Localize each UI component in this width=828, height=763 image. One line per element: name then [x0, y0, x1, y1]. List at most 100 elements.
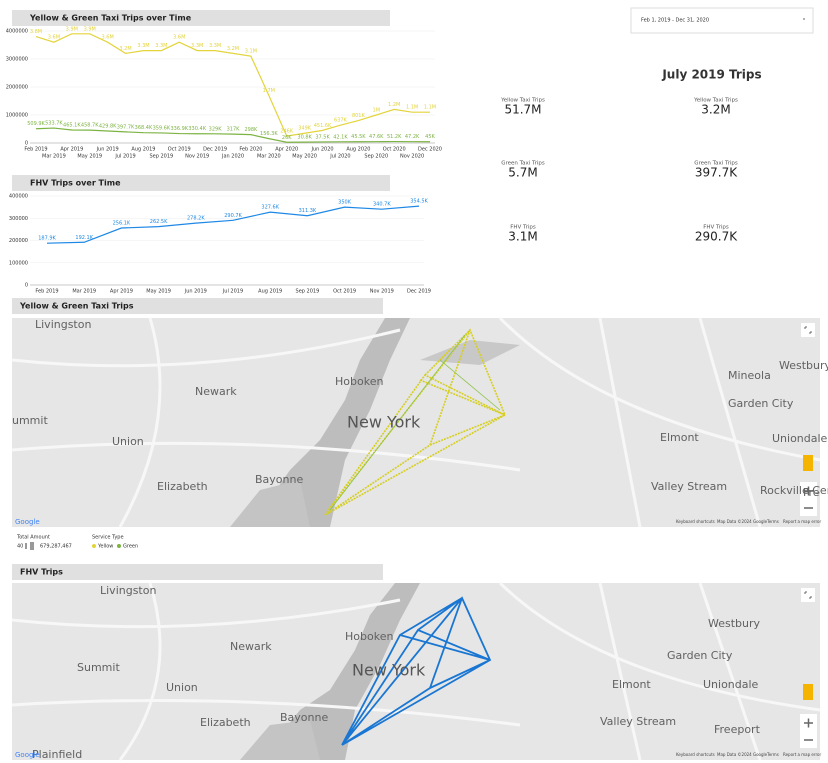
data-label: 3.3M	[209, 43, 221, 49]
x-tick-label: Nov 2019	[370, 289, 394, 295]
map-title: Yellow & Green Taxi Trips	[19, 302, 134, 311]
x-tick-label: Jun 2020	[310, 147, 333, 153]
fullscreen-button[interactable]	[801, 588, 815, 602]
scorecard-label: Green Taxi Trips	[694, 161, 738, 167]
chart-header	[12, 10, 390, 26]
data-label: 509.9K	[27, 121, 45, 127]
x-tick-label: Nov 2019	[185, 154, 209, 160]
x-tick-label: Dec 2020	[418, 147, 442, 153]
data-label: 1M	[373, 108, 381, 114]
data-label: 311.3K	[299, 208, 317, 214]
map-footer-link: Map Data ©2024 Google	[717, 519, 768, 524]
x-tick-label: Feb 2019	[35, 289, 58, 295]
data-label: 45.5K	[351, 134, 366, 140]
data-label: 429.8K	[99, 123, 117, 129]
data-label: 359.6K	[153, 125, 171, 131]
scorecard-label: FHV Trips	[703, 225, 729, 231]
x-tick-label: Oct 2020	[383, 147, 406, 153]
scorecard-label: Yellow Taxi Trips	[500, 98, 545, 104]
data-label: 45K	[425, 134, 435, 140]
map-footer-link: Map Data ©2024 Google	[717, 752, 768, 757]
x-tick-label: Jul 2020	[329, 154, 350, 160]
place-label: Westbury	[708, 617, 761, 630]
scorecard-value: 3.1M	[508, 230, 537, 244]
data-label: 1.7M	[263, 88, 275, 94]
legend-min: 40	[17, 544, 23, 550]
data-label: 458.7K	[81, 123, 99, 129]
x-tick-label: Jul 2019	[114, 154, 135, 160]
x-tick-label: Mar 2019	[72, 289, 96, 295]
data-label: 37.5K	[315, 134, 330, 140]
data-label: 42.1K	[333, 134, 348, 140]
data-label: 1.2M	[388, 102, 400, 108]
scorecard-value: 51.7M	[504, 103, 541, 117]
scorecard-value: 3.2M	[701, 103, 730, 117]
place-label: Livingston	[100, 584, 156, 597]
chart-title: FHV Trips over Time	[30, 179, 121, 188]
x-tick-label: Jun 2019	[96, 147, 119, 153]
data-label: 350K	[338, 200, 352, 206]
date-range[interactable]: Feb 1, 2019 - Dec 31, 2020	[641, 18, 709, 24]
series-line	[35, 33, 430, 137]
data-label: 278.2K	[187, 216, 205, 222]
fhv-routes	[341, 596, 492, 746]
scorecards-title: July 2019 Trips	[661, 68, 761, 82]
map-footer-link: Terms	[766, 752, 779, 757]
fullscreen-button[interactable]	[801, 323, 815, 337]
data-label: 256.1K	[113, 221, 131, 227]
y-tick-label: 300000	[9, 216, 28, 222]
place-label: Union	[112, 435, 144, 448]
data-label: 30.8K	[297, 135, 312, 141]
place-label: Bayonne	[280, 711, 328, 724]
x-tick-label: Dec 2019	[203, 147, 227, 153]
x-tick-label: Apr 2020	[275, 147, 298, 153]
pegman[interactable]	[803, 684, 813, 700]
legend-title: Total Amount	[16, 535, 50, 541]
x-tick-label: Mar 2019	[42, 154, 66, 160]
data-label: 340.7K	[373, 202, 391, 208]
data-label: 3.8M	[30, 29, 42, 35]
y-tick-label: 0	[25, 141, 28, 147]
x-tick-label: Mar 2020	[257, 154, 281, 160]
legend-item: Yellow	[97, 544, 113, 550]
pegman[interactable]	[803, 455, 813, 471]
place-label: New York	[352, 661, 426, 680]
data-label: 3.6M	[48, 35, 60, 41]
data-label: 246K	[280, 129, 294, 135]
place-label: Uniondale	[772, 432, 828, 445]
place-label: Uniondale	[703, 678, 759, 691]
yellow-routes	[324, 328, 507, 516]
data-label: 330.4K	[188, 126, 206, 132]
data-label: 3.1M	[245, 49, 257, 55]
y-tick-label: 3000000	[6, 57, 28, 63]
date-range-box[interactable]	[630, 7, 814, 34]
scorecard-label: Yellow Taxi Trips	[693, 98, 738, 104]
data-label: 187.9K	[38, 236, 56, 242]
data-label: 349K	[298, 126, 312, 132]
data-label: 368.4K	[135, 125, 153, 131]
scorecard-value: 397.7K	[695, 166, 738, 180]
map[interactable]	[11, 581, 821, 761]
legend-size-mark	[30, 542, 34, 550]
map[interactable]	[11, 316, 821, 528]
map-logo: Google	[15, 751, 40, 759]
x-tick-label: Sep 2020	[364, 154, 388, 160]
y-tick-label: 2000000	[6, 85, 28, 91]
data-label: 1.1M	[406, 105, 418, 111]
fullscreen-icon	[804, 326, 812, 334]
x-tick-label: Nov 2020	[400, 154, 424, 160]
x-tick-label: Jan 2020	[221, 154, 244, 160]
map-title: FHV Trips	[20, 568, 63, 577]
legend-item: Green	[123, 544, 138, 550]
data-label: 465.1K	[63, 122, 81, 128]
place-label: Bayonne	[255, 473, 303, 486]
x-tick-label: Aug 2019	[258, 289, 282, 295]
legend-size-mark	[25, 543, 27, 549]
y-tick-label: 4000000	[6, 29, 28, 35]
data-label: 290.7K	[224, 213, 242, 219]
place-label: Westbury	[779, 359, 828, 372]
legend-swatch	[117, 544, 121, 548]
data-label: 192.1K	[75, 235, 93, 241]
zoom-icons	[804, 486, 813, 509]
y-tick-label: 200000	[9, 238, 28, 244]
